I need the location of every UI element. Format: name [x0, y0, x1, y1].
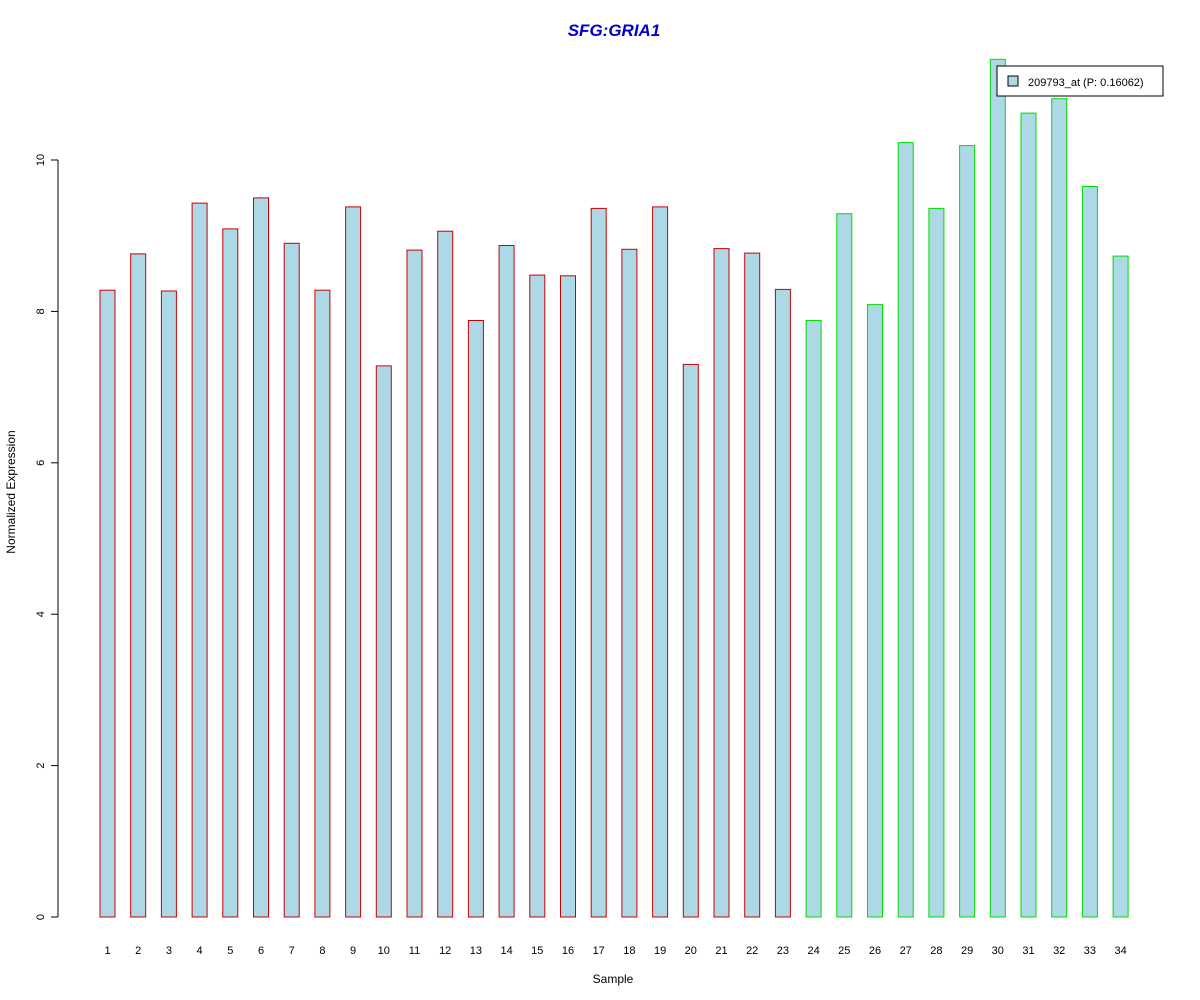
bar-sample-10 [375, 365, 392, 918]
y-tick-label: 2 [35, 763, 47, 769]
y-axis-label: Normalized Expression [4, 430, 18, 553]
x-tick-label: 20 [685, 945, 697, 957]
bar-sample-22 [744, 252, 761, 918]
y-tick-label: 8 [35, 308, 47, 314]
bar-sample-8 [314, 289, 331, 918]
x-tick-label: 22 [746, 945, 758, 957]
bar-sample-31 [1020, 112, 1037, 918]
x-tick-label: 31 [1022, 945, 1034, 957]
x-tick-label: 32 [1053, 945, 1065, 957]
y-tick-label: 6 [35, 460, 47, 466]
y-tick-label: 0 [35, 914, 47, 920]
x-tick-label: 24 [807, 945, 819, 957]
x-tick-label: 11 [409, 945, 420, 957]
x-tick-label: 30 [992, 945, 1004, 957]
x-tick-label: 10 [378, 945, 390, 957]
bar-sample-19 [652, 206, 669, 918]
bar-sample-5 [222, 228, 239, 918]
bar-sample-32 [1051, 98, 1068, 918]
bar-sample-30 [989, 58, 1006, 918]
x-tick-label: 12 [439, 945, 451, 957]
legend: 209793_at (P: 0.16062) [996, 65, 1164, 97]
bar-sample-25 [836, 213, 853, 918]
bar-sample-3 [160, 290, 177, 918]
x-axis-label: Sample [593, 972, 634, 986]
x-tick-label: 2 [135, 945, 141, 957]
legend-swatch [1007, 75, 1019, 87]
bar-sample-29 [959, 145, 976, 918]
x-axis: 1 2 3 4 5 6 7 8 9 10 11 12 13 14 15 16 17 18 19 20 21 22 23 24 2… [104, 945, 1126, 957]
x-tick-label: 28 [930, 945, 942, 957]
bar-sample-34 [1112, 255, 1129, 918]
x-tick-label: 3 [166, 945, 172, 957]
x-tick-label: 26 [869, 945, 881, 957]
bar-sample-2 [130, 253, 147, 918]
bar-sample-14 [498, 245, 515, 918]
chart-title: SFG:GRIA1 [568, 21, 661, 40]
bar-sample-15 [529, 274, 546, 918]
bar-sample-23 [774, 288, 791, 918]
y-tick-label: 10 [35, 154, 47, 166]
bar-sample-6 [253, 197, 269, 918]
bar-sample-7 [283, 242, 300, 918]
x-tick-label: 17 [593, 945, 605, 957]
bar-sample-4 [191, 202, 208, 918]
x-tick-label: 8 [319, 945, 325, 957]
x-tick-label: 14 [500, 945, 512, 957]
bar-sample-11 [406, 249, 423, 918]
bar-sample-9 [345, 206, 362, 918]
x-tick-label: 6 [258, 945, 264, 957]
x-tick-label: 29 [961, 945, 973, 957]
bar-sample-21 [713, 248, 730, 918]
bar-sample-1 [99, 289, 116, 918]
x-tick-label: 15 [531, 945, 543, 957]
x-tick-label: 4 [197, 945, 203, 957]
bars-group [99, 58, 1129, 918]
x-tick-label: 13 [470, 945, 482, 957]
x-tick-label: 27 [900, 945, 912, 957]
x-tick-label: 9 [350, 945, 356, 957]
bar-sample-12 [437, 230, 454, 918]
bar-sample-24 [805, 320, 822, 918]
x-tick-label: 23 [777, 945, 789, 957]
x-tick-label: 21 [715, 945, 727, 957]
bar-sample-17 [590, 207, 607, 918]
y-axis: 0 2 4 6 8 10 [35, 154, 59, 920]
bar-sample-26 [867, 304, 883, 918]
bar-sample-27 [897, 142, 914, 918]
bar-sample-18 [621, 248, 638, 918]
x-tick-label: 19 [654, 945, 666, 957]
x-tick-label: 34 [1114, 945, 1126, 957]
x-tick-label: 16 [562, 945, 574, 957]
bar-sample-33 [1081, 186, 1098, 918]
bar-sample-20 [682, 363, 699, 918]
x-tick-label: 5 [227, 945, 233, 957]
x-tick-label: 18 [623, 945, 635, 957]
bar-sample-16 [560, 275, 576, 918]
bar-sample-28 [928, 207, 945, 918]
x-tick-label: 7 [289, 945, 295, 957]
x-tick-label: 25 [838, 945, 850, 957]
legend-label: 209793_at (P: 0.16062) [1028, 77, 1144, 89]
x-tick-label: 1 [104, 945, 110, 957]
legend-box [996, 65, 1164, 97]
x-tick-label: 33 [1084, 945, 1096, 957]
bar-sample-13 [467, 320, 484, 918]
y-tick-label: 4 [35, 611, 47, 617]
